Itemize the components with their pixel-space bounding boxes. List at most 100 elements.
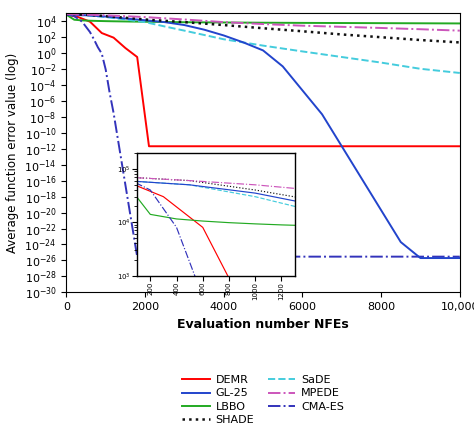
SHADE bbox=[300, 29, 305, 34]
GL-25 bbox=[418, 255, 423, 261]
SHADE bbox=[339, 32, 345, 37]
DEMR bbox=[99, 31, 105, 36]
DEMR bbox=[300, 144, 305, 149]
CMA-ES bbox=[162, 254, 167, 259]
SaDE bbox=[339, 55, 345, 60]
CMA-ES bbox=[127, 206, 132, 211]
CMA-ES bbox=[99, 51, 105, 56]
Line: CMA-ES: CMA-ES bbox=[66, 14, 460, 257]
DEMR bbox=[221, 144, 227, 149]
DEMR bbox=[87, 19, 93, 24]
LBBO bbox=[142, 19, 148, 25]
GL-25 bbox=[280, 64, 285, 69]
CMA-ES bbox=[64, 12, 69, 17]
LBBO bbox=[221, 20, 227, 25]
MPEDE bbox=[142, 15, 148, 20]
LBBO bbox=[378, 21, 384, 26]
GL-25 bbox=[142, 18, 148, 23]
SHADE bbox=[64, 12, 69, 17]
MPEDE bbox=[300, 23, 305, 28]
MPEDE bbox=[182, 17, 187, 22]
GL-25 bbox=[201, 27, 207, 32]
LBBO bbox=[79, 18, 85, 23]
SHADE bbox=[103, 13, 109, 18]
CMA-ES bbox=[221, 254, 227, 259]
LBBO bbox=[260, 20, 266, 25]
MPEDE bbox=[418, 27, 423, 32]
DEMR bbox=[134, 55, 140, 60]
GL-25 bbox=[358, 175, 364, 181]
GL-25 bbox=[339, 144, 345, 149]
GL-25 bbox=[378, 208, 384, 213]
SaDE bbox=[378, 60, 384, 65]
LBBO bbox=[339, 21, 345, 26]
MPEDE bbox=[339, 24, 345, 29]
CMA-ES bbox=[118, 158, 124, 163]
CMA-ES bbox=[79, 19, 85, 24]
LBBO bbox=[127, 19, 132, 24]
SaDE bbox=[457, 71, 463, 76]
CMA-ES bbox=[72, 13, 77, 18]
MPEDE bbox=[260, 22, 266, 27]
SHADE bbox=[378, 35, 384, 40]
SHADE bbox=[260, 26, 266, 31]
Line: MPEDE: MPEDE bbox=[66, 14, 460, 31]
DEMR bbox=[146, 144, 152, 149]
SHADE bbox=[142, 17, 148, 22]
SaDE bbox=[103, 15, 109, 20]
CMA-ES bbox=[142, 254, 148, 259]
Legend: DEMR, GL-25, LBBO, SHADE, SaDE, MPEDE, CMA-ES, : DEMR, GL-25, LBBO, SHADE, SaDE, MPEDE, C… bbox=[178, 371, 348, 430]
DEMR bbox=[122, 46, 128, 51]
GL-25 bbox=[122, 16, 128, 21]
GL-25 bbox=[240, 40, 246, 45]
SaDE bbox=[260, 43, 266, 48]
LBBO bbox=[111, 19, 117, 24]
Line: SHADE: SHADE bbox=[66, 14, 460, 43]
GL-25 bbox=[83, 13, 89, 18]
MPEDE bbox=[457, 28, 463, 33]
DEMR bbox=[64, 12, 69, 17]
LBBO bbox=[418, 21, 423, 26]
CMA-ES bbox=[111, 111, 117, 116]
MPEDE bbox=[64, 12, 69, 17]
GL-25 bbox=[103, 14, 109, 19]
SaDE bbox=[122, 17, 128, 22]
GL-25 bbox=[457, 255, 463, 261]
DEMR bbox=[75, 15, 81, 20]
SHADE bbox=[457, 40, 463, 45]
CMA-ES bbox=[182, 254, 187, 259]
LBBO bbox=[457, 21, 463, 26]
MPEDE bbox=[221, 19, 227, 25]
MPEDE bbox=[378, 25, 384, 31]
DEMR bbox=[378, 144, 384, 149]
CMA-ES bbox=[378, 254, 384, 259]
GL-25 bbox=[162, 19, 167, 25]
X-axis label: Evaluation number NFEs: Evaluation number NFEs bbox=[177, 318, 349, 331]
SaDE bbox=[64, 12, 69, 17]
LBBO bbox=[118, 19, 124, 24]
GL-25 bbox=[437, 255, 443, 261]
SHADE bbox=[182, 19, 187, 25]
LBBO bbox=[300, 20, 305, 25]
SaDE bbox=[182, 28, 187, 33]
CMA-ES bbox=[457, 254, 463, 259]
GL-25 bbox=[64, 12, 69, 17]
LBBO bbox=[182, 20, 187, 25]
SaDE bbox=[300, 49, 305, 54]
CMA-ES bbox=[91, 37, 97, 42]
CMA-ES bbox=[339, 254, 345, 259]
CMA-ES bbox=[300, 254, 305, 259]
MPEDE bbox=[103, 13, 109, 18]
DEMR bbox=[260, 144, 266, 149]
CMA-ES bbox=[107, 90, 112, 95]
CMA-ES bbox=[418, 254, 423, 259]
GL-25 bbox=[319, 112, 325, 117]
CMA-ES bbox=[95, 45, 100, 50]
MPEDE bbox=[83, 12, 89, 17]
DEMR bbox=[158, 144, 164, 149]
GL-25 bbox=[260, 48, 266, 53]
SHADE bbox=[83, 12, 89, 17]
SaDE bbox=[221, 37, 227, 42]
LBBO bbox=[134, 19, 140, 24]
SaDE bbox=[418, 66, 423, 71]
